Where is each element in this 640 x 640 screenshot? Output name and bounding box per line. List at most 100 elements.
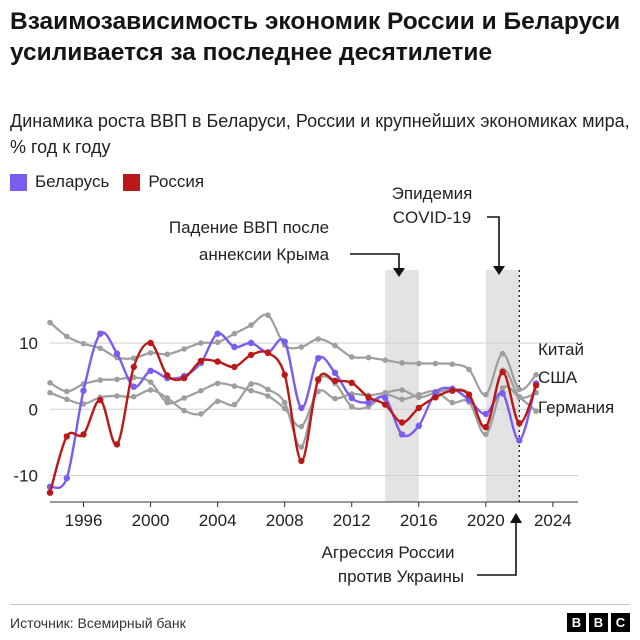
series-1-point-1995 [63, 433, 70, 440]
annotation-ukraine-arrow-line [477, 520, 517, 576]
series-4-point-2022 [516, 394, 523, 401]
series-2-point-2016 [416, 360, 422, 367]
series-1-point-2002 [180, 374, 188, 382]
y-tick-label: 10 [19, 334, 38, 353]
legend-item-belarus: Беларусь [10, 172, 109, 192]
series-4-point-2004 [214, 398, 221, 405]
series-3-point-1995 [64, 388, 70, 395]
annotation-ukraine-line1: Агрессия России [322, 543, 455, 562]
series-group [46, 312, 540, 496]
series-3-point-2015 [399, 387, 405, 393]
series-end-label: США [538, 368, 578, 387]
series-2-point-2017 [432, 360, 439, 367]
annotation-ukraine: Агрессия России против Украины [322, 513, 522, 586]
series-4-point-2007 [265, 386, 271, 393]
series-4 [47, 375, 539, 450]
series-end-label: Китай [538, 340, 584, 359]
series-1-point-1998 [113, 441, 121, 448]
series-2-point-2010 [315, 336, 322, 342]
series-3-point-2000 [147, 379, 154, 385]
series-4-point-1994 [47, 389, 53, 396]
series-2-point-2022 [516, 386, 523, 393]
series-1-point-2001 [164, 372, 171, 379]
series-1-point-2020 [482, 423, 489, 431]
series-4-point-2000 [147, 387, 154, 393]
series-3-point-2011 [332, 395, 338, 402]
series-1-point-2005 [231, 363, 238, 371]
series-3-point-1997 [97, 377, 104, 383]
series-2-point-1994 [47, 319, 53, 326]
series-1-point-2018 [449, 387, 456, 394]
series-1-point-2010 [315, 376, 322, 383]
annotation-crimea-arrowhead [393, 268, 405, 277]
gdp-growth-chart: 100-10 1996 2000 2004 2008 2012 2016 2020 2024 … [13, 184, 614, 586]
series-4-point-2018 [449, 399, 456, 406]
x-tick-label: 2004 [199, 511, 237, 530]
source-note: Источник: Всемирный банк [10, 615, 186, 631]
series-0 [46, 330, 540, 490]
series-2-point-2018 [449, 361, 456, 368]
y-tick-labels: 10 0 -10 [13, 334, 38, 486]
bbc-logo-letter-2: B [589, 613, 608, 632]
series-4-point-2008 [281, 399, 288, 406]
x-tick-label: 2016 [400, 511, 438, 530]
series-1-point-2000 [147, 339, 154, 347]
series-3-point-2010 [315, 388, 322, 395]
series-0-point-2016 [415, 422, 422, 429]
series-1-point-2023 [532, 382, 540, 389]
annotation-covid-arrowhead [493, 266, 505, 275]
bbc-logo: B B C [567, 613, 630, 632]
series-0-point-1995 [63, 474, 70, 482]
annotation-covid: Эпидемия COVID-19 [392, 184, 505, 275]
series-3-point-2009 [298, 423, 305, 430]
series-3-point-2004 [214, 380, 221, 387]
series-2-point-1995 [64, 333, 70, 340]
series-1-point-2022 [516, 420, 523, 427]
series-1 [46, 339, 540, 496]
series-2-point-2001 [164, 351, 171, 358]
series-0-point-2012 [348, 394, 355, 402]
series-2-point-2006 [248, 322, 254, 328]
series-4-point-1998 [114, 393, 120, 399]
series-2-point-2005 [231, 330, 238, 337]
series-0-point-2020 [482, 410, 489, 418]
x-tick-label: 2024 [534, 511, 572, 530]
series-4-point-2015 [399, 396, 405, 403]
annotation-covid-line1: Эпидемия [392, 184, 473, 203]
series-1-point-2013 [365, 394, 372, 401]
series-0-point-2021 [499, 390, 506, 397]
x-tick-labels: 1996 2000 2004 2008 2012 2016 2020 2024 [65, 502, 572, 530]
series-3-point-2007 [265, 393, 271, 399]
series-4-point-2003 [198, 411, 204, 417]
series-3-point-2001 [164, 399, 171, 406]
series-0-point-2013 [365, 399, 372, 406]
series-1-point-2017 [432, 394, 439, 401]
series-1-point-2012 [348, 379, 355, 386]
series-1-point-2019 [465, 391, 473, 398]
x-tick-label: 2020 [467, 511, 505, 530]
annotation-crimea-line1: Падение ВВП после [169, 218, 329, 237]
series-0-line [48, 331, 538, 490]
legend-label-russia: Россия [148, 172, 205, 191]
legend-label-belarus: Беларусь [35, 172, 110, 191]
series-0-point-2022 [516, 437, 523, 444]
series-4-point-2023 [533, 408, 539, 415]
bbc-logo-letter-3: C [611, 613, 630, 632]
series-0-point-1998 [113, 350, 121, 357]
series-3-point-1998 [114, 376, 120, 383]
series-4-point-1995 [64, 396, 70, 403]
series-1-point-1999 [130, 363, 137, 371]
series-4-point-2006 [248, 381, 254, 387]
chart-title: Взаимозависимость экономик России и Бела… [10, 8, 621, 66]
x-tick-label: 2008 [266, 511, 304, 530]
series-4-point-2005 [231, 401, 238, 408]
bbc-logo-letter-1: B [567, 613, 586, 632]
shaded-period-1 [385, 270, 419, 502]
annotation-crimea-arrow-line [350, 253, 400, 271]
annotation-covid-line2: COVID-19 [393, 208, 471, 227]
x-tick-label: 2000 [132, 511, 170, 530]
series-2-point-2019 [466, 366, 472, 373]
footer-divider [10, 604, 630, 605]
legend: Беларусь Россия [10, 172, 218, 192]
series-1-point-2006 [247, 351, 255, 359]
